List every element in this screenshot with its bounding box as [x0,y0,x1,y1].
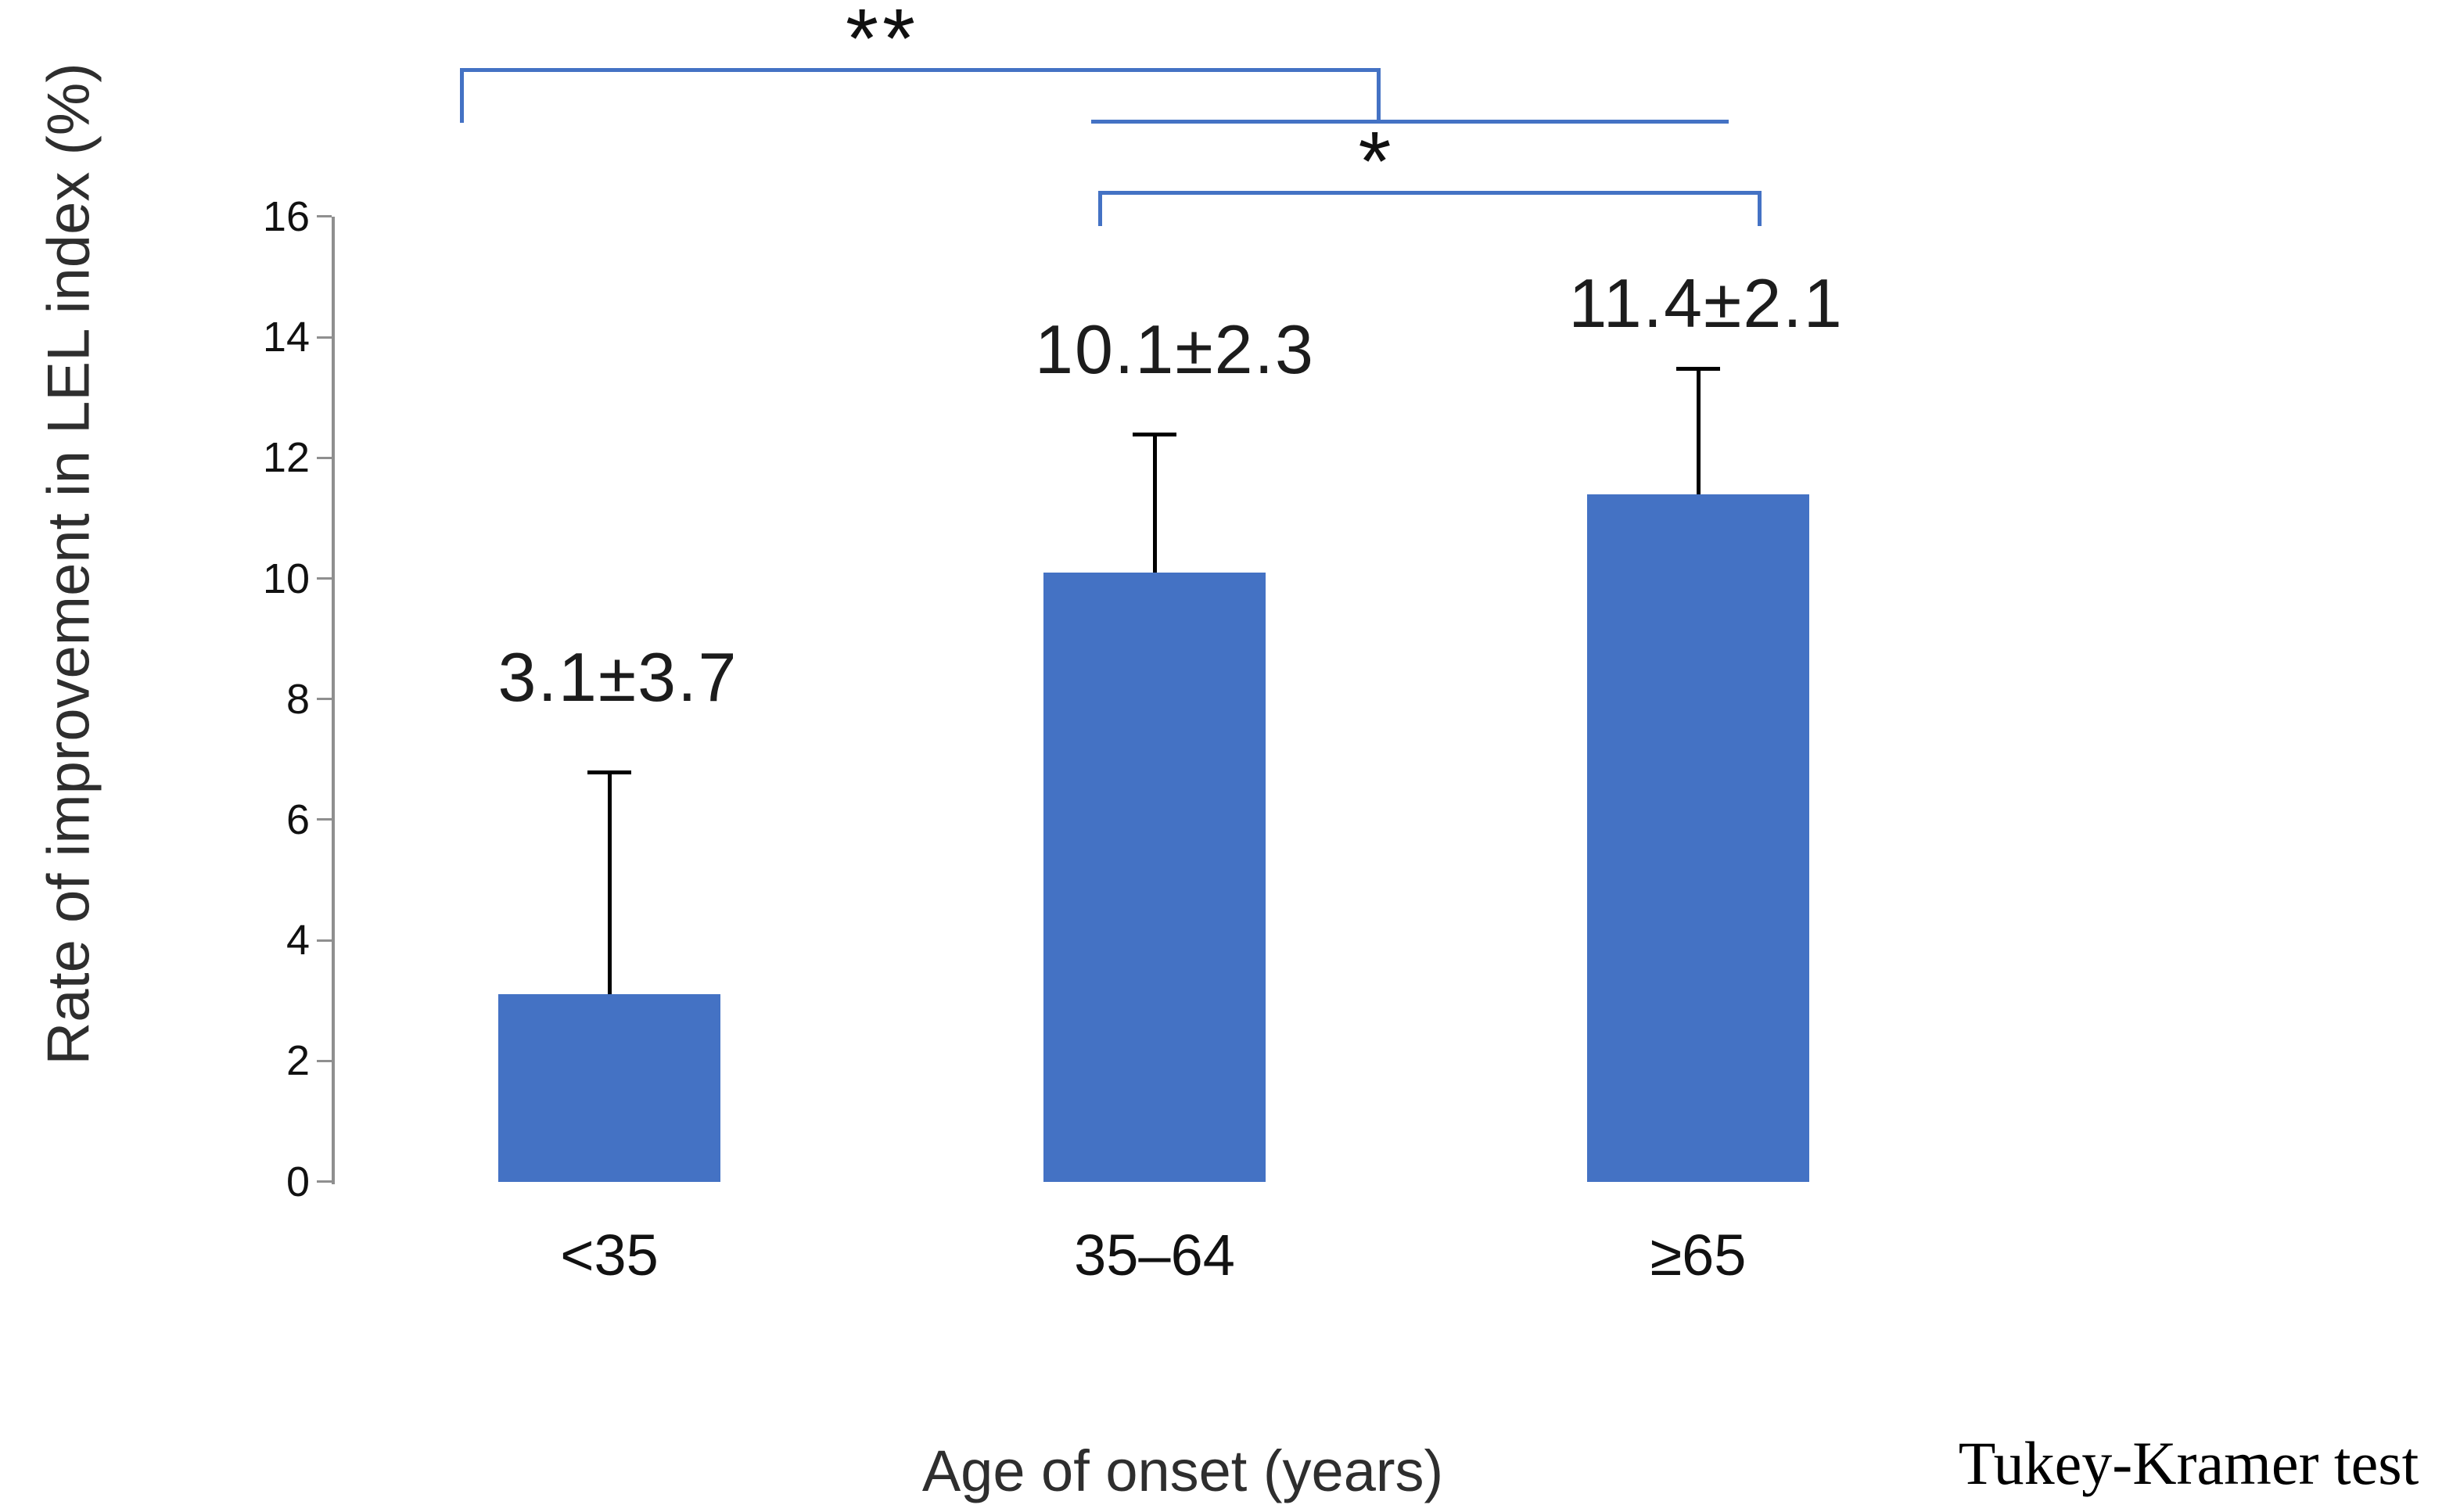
data-label-≥65: 11.4±2.1 [1568,264,1844,342]
significance-bracket-single-top [1098,191,1762,195]
y-axis-tick [317,939,332,942]
bar-≥65 [1587,494,1809,1183]
error-bar-<35 [607,771,612,995]
y-axis-tick-label: 6 [286,796,310,843]
statistical-test-footnote: Tukey-Kramer test [1958,1429,2419,1497]
error-bar-cap-35–64 [1133,433,1176,437]
significance-label-single-asterisk: * [1358,113,1395,208]
x-axis-title: Age of onset (years) [921,1438,1444,1503]
y-axis-tick [317,1180,332,1183]
y-axis-tick-label: 2 [286,1037,310,1085]
y-axis-tick [317,577,332,580]
y-axis-tick [317,336,332,339]
significance-bracket-single-right-leg [1758,191,1762,226]
significance-bracket-double-top [460,68,1381,72]
x-tick-label-35–64: 35–64 [1074,1222,1235,1288]
y-axis-line [332,217,335,1184]
y-axis-tick [317,818,332,821]
y-axis-tick [317,698,332,701]
error-bar-≥65 [1696,367,1701,494]
data-label-<35: 3.1±3.7 [497,638,738,716]
y-axis-tick-label: 14 [262,314,310,361]
y-axis-tick-label: 16 [262,192,310,240]
y-axis-tick [317,1059,332,1062]
error-bar-35–64 [1152,433,1157,573]
significance-bracket-single-left-leg [1098,191,1102,226]
x-tick-label-≥65: ≥65 [1650,1222,1747,1288]
y-axis-tick [317,456,332,459]
error-bar-cap-≥65 [1676,366,1720,371]
error-bar-cap-<35 [587,770,631,775]
y-axis-tick [317,215,332,218]
y-axis-tick-label: 8 [286,675,310,723]
significance-bracket-group-span-line [1091,120,1729,124]
y-axis-tick-label: 12 [262,434,310,482]
x-tick-label-<35: <35 [560,1222,659,1288]
data-label-35–64: 10.1±2.3 [1035,311,1315,388]
y-axis-tick-label: 4 [286,917,310,964]
bar-35–64 [1043,572,1266,1183]
y-axis-tick-label: 10 [262,555,310,602]
y-axis-title: Rate of improvement in LEL index (%) [35,63,102,1065]
y-axis-tick-label: 0 [286,1158,310,1205]
significance-bracket-double-left-leg [460,68,464,123]
significance-bracket-double-right-leg [1377,68,1381,124]
bar-<35 [498,994,720,1183]
significance-label-double-asterisk: ** [845,0,920,85]
